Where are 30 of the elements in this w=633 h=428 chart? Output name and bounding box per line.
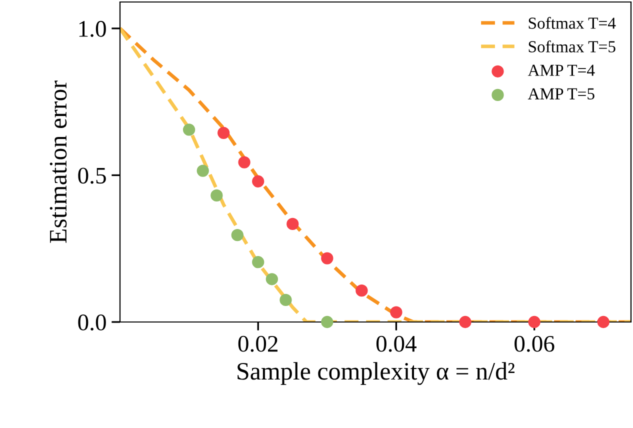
- legend-label: Softmax T=5: [528, 40, 616, 52]
- point: [196, 164, 209, 177]
- legend-label: AMP T=4: [528, 64, 595, 76]
- y-tick-label: 1.0: [79, 20, 106, 37]
- point: [218, 126, 230, 140]
- y-tick-label: 0.5: [78, 168, 106, 184]
- point: [390, 306, 402, 318]
- y-axis-title: Estimation error: [50, 80, 67, 243]
- point: [321, 316, 334, 328]
- point: [280, 294, 292, 306]
- point: [356, 284, 368, 297]
- x-axis-title: Sample complexity α = n/d²: [238, 362, 514, 385]
- point: [252, 175, 264, 188]
- point: [182, 124, 196, 136]
- point: [210, 189, 223, 202]
- legend-label: Softmax T=4: [528, 16, 616, 29]
- point: [238, 156, 250, 168]
- point: [528, 316, 540, 328]
- point: [321, 252, 334, 264]
- point: [231, 229, 244, 242]
- x-tick-label: 0.02: [238, 336, 278, 352]
- point: [286, 218, 299, 230]
- legend-label: AMP T=5: [528, 88, 594, 100]
- point: [597, 316, 610, 328]
- x-tick-label: 0.04: [376, 336, 417, 352]
- y-tick-label: 0.0: [78, 314, 106, 331]
- x-tick-label: 0.06: [514, 336, 554, 352]
- point: [252, 256, 264, 268]
- point: [459, 316, 472, 328]
- point: [266, 273, 278, 286]
